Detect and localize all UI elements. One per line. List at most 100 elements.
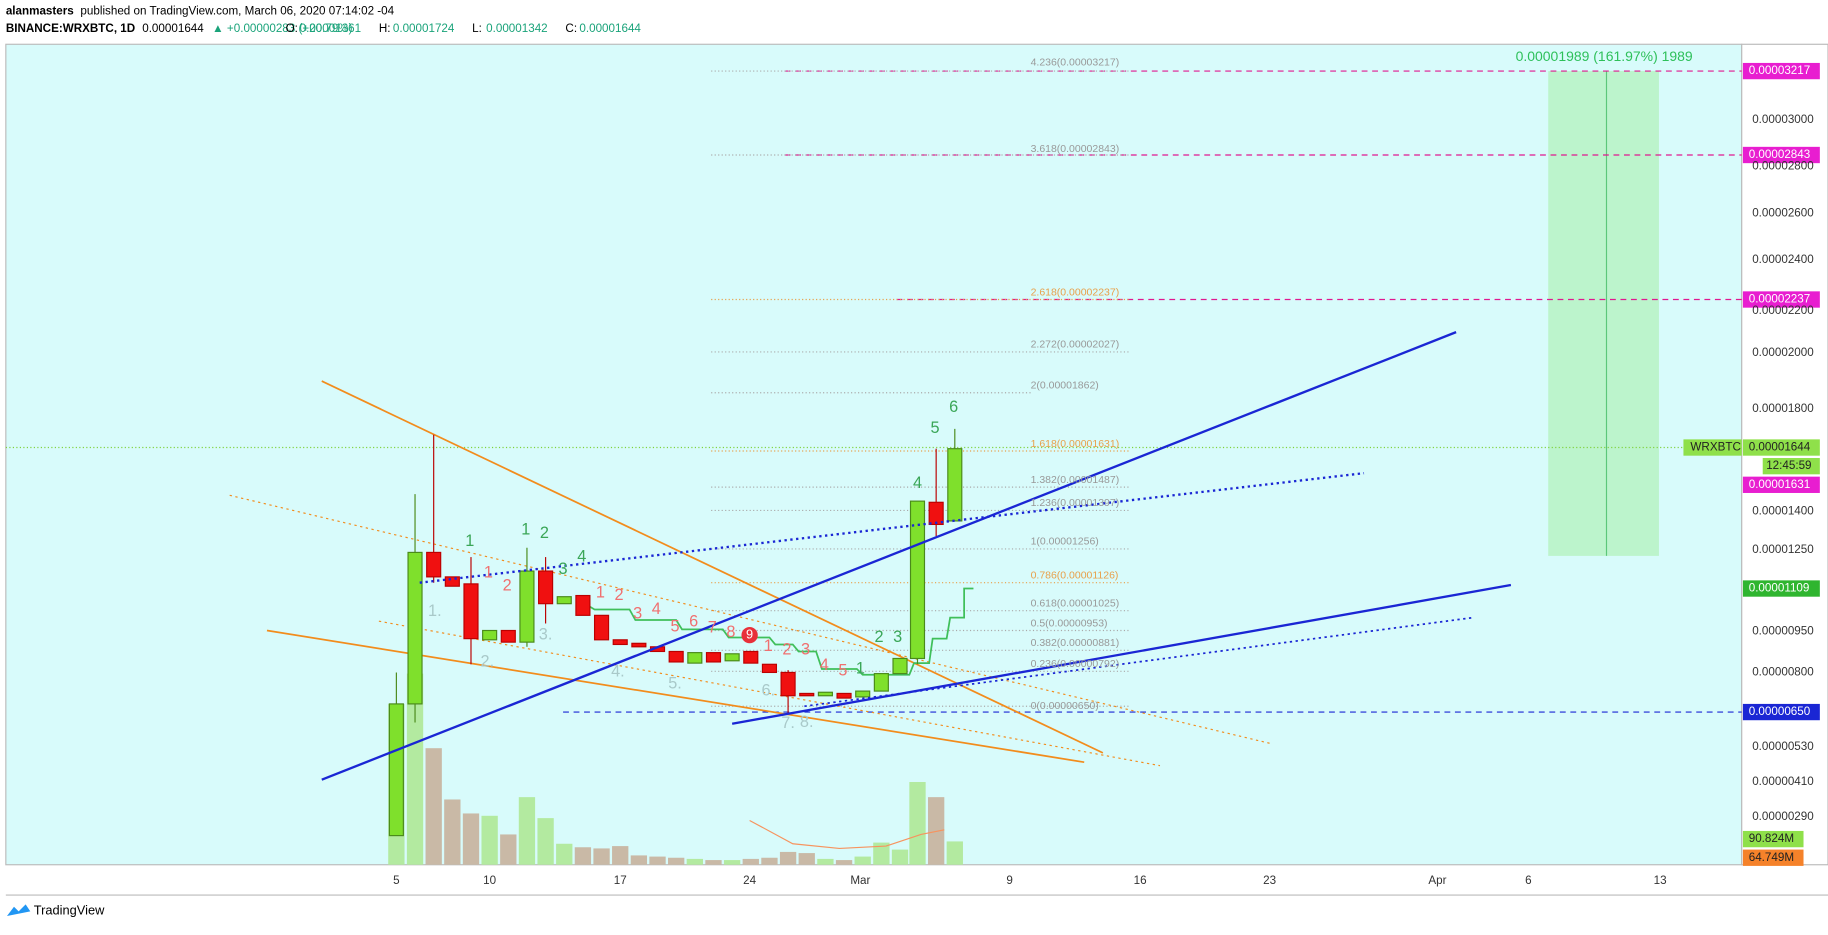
- time-tick: 9: [1006, 874, 1012, 887]
- price-badges: [1683, 62, 1820, 866]
- count-faded: 1.: [428, 602, 442, 620]
- time-tick: 17: [614, 874, 627, 887]
- count-red: 5: [670, 617, 679, 635]
- projection-label: 0.00001989 (161.97%) 1989: [1516, 48, 1693, 64]
- price-tick: 0.00002800: [1752, 160, 1814, 173]
- fib-label: 0.786(0.00001126): [1031, 570, 1119, 581]
- time-tick: 6: [1525, 874, 1531, 887]
- fib-label: 1(0.00001256): [1031, 537, 1099, 548]
- ohlc-value: 0.00001724: [393, 22, 455, 35]
- fib-label: 2(0.00001862): [1031, 381, 1099, 392]
- count-faded: 7.: [781, 714, 795, 732]
- ohlc-value: 0.00001644: [579, 22, 641, 35]
- time-tick: Apr: [1428, 874, 1446, 887]
- price-tick: 0.00002200: [1752, 304, 1814, 317]
- fib-label: 1.618(0.00001631): [1031, 439, 1120, 450]
- count-red: 4: [652, 600, 661, 618]
- fib-label: 0.236(0.00000792): [1031, 659, 1120, 670]
- count-faded: 4.: [611, 663, 625, 681]
- count-faded: 5.: [668, 674, 682, 692]
- count-red: 4: [820, 656, 829, 674]
- price-tick: 0.00003000: [1752, 113, 1814, 126]
- count-faded: 8.: [800, 713, 814, 731]
- count-red: 5: [838, 662, 847, 680]
- price-badge: 90.824M: [1749, 832, 1794, 845]
- published: published on TradingView.com, March 06, …: [80, 5, 394, 18]
- count-green: 2: [540, 524, 549, 542]
- time-tick: 13: [1654, 874, 1667, 887]
- price-badge: 64.749M: [1749, 851, 1794, 864]
- fib-label: 0.5(0.00000953): [1031, 618, 1108, 629]
- time-tick: Mar: [850, 874, 870, 887]
- price-tick: 0.00002400: [1752, 253, 1814, 266]
- count-green: 1: [856, 659, 865, 677]
- count-green: 1: [521, 521, 530, 539]
- count-red: 2: [615, 586, 624, 604]
- countdown: 12:45:59: [1766, 459, 1811, 472]
- count-red: 1: [484, 564, 493, 582]
- time-tick: 16: [1134, 874, 1147, 887]
- count-red: 1: [764, 637, 773, 655]
- price-badge: 0.00002237: [1749, 293, 1811, 306]
- count-green: 5: [930, 419, 939, 437]
- count-green: 2: [874, 628, 883, 646]
- drawings: [5, 62, 1820, 917]
- price-badge: 0.00001644: [1749, 441, 1811, 454]
- price-tick: 0.00000410: [1752, 775, 1814, 788]
- price-badge: 0.00001109: [1749, 582, 1810, 595]
- count-faded: 2.: [481, 652, 495, 670]
- count-circle: [741, 626, 758, 644]
- change: ▲ +0.00000283 (+20.79%): [212, 22, 352, 35]
- count-red: 7: [708, 618, 717, 636]
- price-tick: 0.00000950: [1752, 625, 1814, 638]
- price-tick: 0.00001250: [1752, 543, 1814, 556]
- fib-label: 0.618(0.00001025): [1031, 598, 1120, 609]
- price-tick: 0.00000800: [1752, 666, 1814, 679]
- wedge-lines: [229, 380, 1271, 767]
- price-badge: 0.00002843: [1749, 148, 1811, 161]
- candles: [388, 428, 963, 837]
- ohlc-key: H:: [379, 22, 391, 35]
- fib-label: 1.382(0.00001487): [1031, 475, 1120, 486]
- count-green: 4: [913, 474, 922, 492]
- price-tick: 0.00002000: [1752, 346, 1814, 359]
- author: alanmasters: [6, 5, 74, 18]
- time-tick: 10: [483, 874, 496, 887]
- last-price: 0.00001644: [142, 22, 204, 35]
- count-red: 2: [782, 641, 791, 659]
- ohlc-key: L:: [472, 22, 482, 35]
- count-red: 3: [801, 641, 810, 659]
- price-badge: 0.00003217: [1749, 64, 1811, 77]
- count-red: 9: [746, 627, 753, 642]
- price-tick: 0.00001400: [1752, 505, 1814, 518]
- count-green: 4: [577, 547, 586, 565]
- ma-line: [582, 587, 974, 676]
- count-red: 6: [689, 613, 698, 631]
- count-red: 3: [633, 604, 642, 622]
- ohlc-value: 0.00001342: [486, 22, 548, 35]
- fib-label: 4.236(0.00003217): [1031, 58, 1120, 69]
- time-tick: 5: [393, 874, 399, 887]
- fib-label: 3.618(0.00002843): [1031, 144, 1120, 155]
- price-tick: 0.00002600: [1752, 206, 1814, 219]
- count-green: 6: [949, 398, 958, 416]
- footer-logo-text: TradingView: [34, 903, 105, 918]
- symbol: BINANCE:WRXBTC, 1D: [6, 22, 135, 35]
- count-red: 2: [503, 577, 512, 595]
- fib-label: 1.236(0.00001397): [1031, 498, 1120, 509]
- count-red: 8: [726, 623, 735, 641]
- time-tick: 23: [1263, 874, 1276, 887]
- time-tick: 24: [743, 874, 756, 887]
- symbol-tag: WRXBTC: [1690, 441, 1740, 454]
- count-green: 3: [559, 560, 568, 578]
- price-badge: 0.00000650: [1749, 705, 1811, 718]
- fib-label: 2.272(0.00002027): [1031, 340, 1120, 351]
- price-tick: 0.00000530: [1752, 740, 1814, 753]
- trend-lines: [321, 331, 1512, 781]
- count-green: 3: [893, 628, 902, 646]
- price-badge: 0.00001631: [1749, 478, 1811, 491]
- projection-box: [1548, 71, 1659, 556]
- count-faded: 6.: [761, 681, 775, 699]
